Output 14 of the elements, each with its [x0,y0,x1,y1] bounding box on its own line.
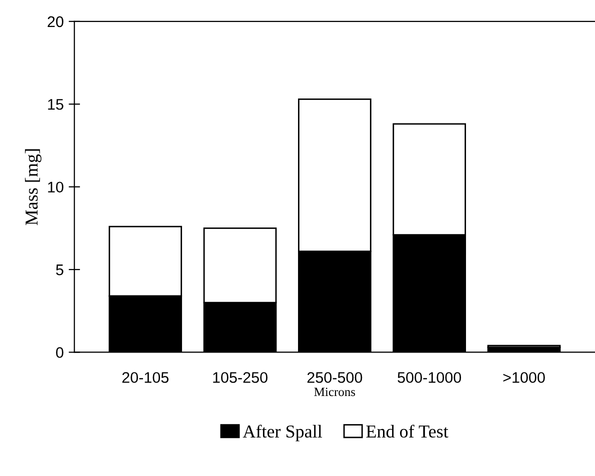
y-tick-label: 5 [56,264,64,276]
legend-label: End of Test [366,424,448,438]
x-tick-label: >1000 [503,372,545,383]
x-tick-label: 105-250 [213,372,268,383]
y-tick-label: 20 [48,16,64,28]
y-tick-label: 0 [56,347,64,358]
y-axis-title: Mass [mg] [24,149,42,226]
x-tick-label: 20-105 [122,372,169,383]
y-tick-label: 15 [48,99,64,110]
x-tick-label: 500-1000 [398,372,462,383]
y-tick-label: 10 [48,182,64,193]
legend-label: After Spall [242,424,322,442]
x-tick-label: 250-500 [307,372,362,383]
x-axis-title: Microns [314,388,356,396]
